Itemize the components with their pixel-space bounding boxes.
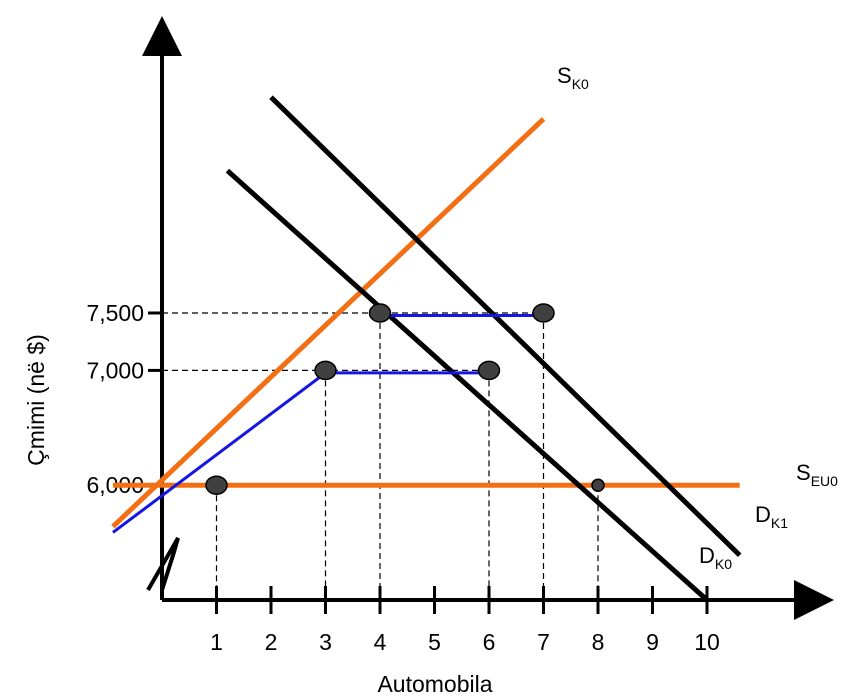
x-axis-title: Automobila: [377, 671, 492, 697]
y-tick-label: 7,000: [86, 357, 144, 383]
equilibrium-points: [205, 303, 605, 495]
equilibrium-point: [205, 475, 228, 495]
x-tick-label: 7: [537, 629, 550, 655]
x-tick-label: 9: [646, 629, 659, 655]
curve-label-D-K0: DK0: [699, 543, 732, 572]
x-tick-label: 5: [428, 629, 441, 655]
x-tick-label: 2: [265, 629, 278, 655]
axes: [142, 16, 834, 620]
labels: SK0 SEU0 DK0 DK1: [557, 63, 838, 572]
curve-S-K0: [111, 117, 546, 529]
curves: [111, 95, 742, 602]
import-segment-0: [112, 371, 489, 534]
x-tick-label: 1: [210, 629, 223, 655]
x-tick-label: 6: [483, 629, 496, 655]
y-axis-title: Çmimi (në $): [23, 334, 49, 466]
x-tick-label: 8: [592, 629, 605, 655]
axis-break-mark: [146, 537, 180, 591]
x-tick-label: 4: [374, 629, 387, 655]
equilibrium-point: [314, 360, 337, 381]
curve-label-S-EU0: SEU0: [796, 460, 838, 489]
equilibrium-point: [477, 360, 501, 381]
equilibrium-point: [368, 303, 392, 323]
y-tick-label: 7,500: [86, 300, 144, 326]
equilibrium-point: [591, 478, 605, 492]
x-tick-label: 10: [694, 629, 720, 655]
curve-D-K1: [269, 95, 742, 558]
curve-label-S-K0: SK0: [557, 63, 589, 92]
x-tick-label: 3: [319, 629, 332, 655]
curve-D-K0: [225, 168, 709, 602]
curve-label-D-K1: DK1: [755, 502, 788, 531]
equilibrium-point: [532, 303, 555, 323]
